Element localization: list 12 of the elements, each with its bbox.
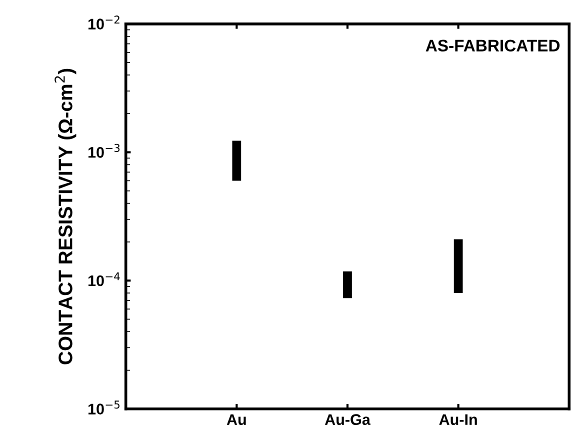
bar — [454, 239, 463, 294]
annotation: AS-FABRICATED — [426, 40, 560, 52]
y-tick-label: 10$^{−4}$ — [88, 272, 120, 286]
x-tick-label: Au-Ga — [324, 414, 371, 425]
x-tick-label: Au — [226, 414, 246, 425]
x-tick-label: Au-In — [439, 414, 477, 425]
y-axis-title: CONTACT RESISTIVITY (Ω-cm$^{2}$) — [54, 68, 76, 364]
bar — [232, 140, 242, 181]
y-tick-label: 10$^{−5}$ — [88, 400, 120, 414]
bar — [343, 271, 352, 298]
y-tick-label: 10$^{−2}$ — [88, 16, 120, 30]
y-tick-label: 10$^{−3}$ — [88, 144, 120, 158]
